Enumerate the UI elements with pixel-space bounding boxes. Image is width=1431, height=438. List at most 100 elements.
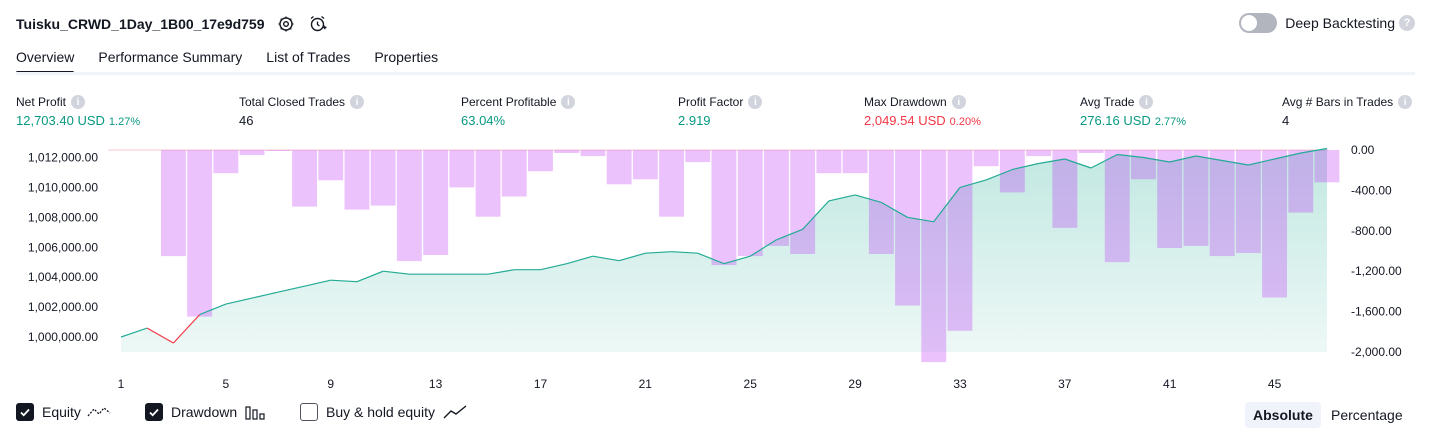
checkbox-unchecked-icon[interactable] <box>300 403 318 421</box>
drawdown-bar <box>1235 150 1261 253</box>
metric-value: 12,703.40 USD <box>16 113 105 128</box>
metric-total-closed-trades: Total Closed Trades i 46 <box>239 94 365 128</box>
equity-line-segment <box>592 255 620 262</box>
checkbox-checked-icon[interactable] <box>145 403 163 421</box>
equity-line-segment <box>487 269 515 275</box>
drawdown-bar <box>1183 150 1209 246</box>
y-left-tick-label: 1,012,000.00 <box>28 151 98 165</box>
x-tick-label: 29 <box>848 377 862 390</box>
info-icon[interactable]: i <box>951 95 966 109</box>
strategy-header: Tuisku_CRWD_1Day_1B00_17e9d759 <box>16 12 329 36</box>
drawdown-bar <box>895 150 920 306</box>
equity-line-segment <box>1248 158 1275 166</box>
legend-buy-hold-equity[interactable]: Buy & hold equity <box>300 403 467 421</box>
x-tick-label: 25 <box>744 377 758 390</box>
equity-line-segment <box>172 314 201 344</box>
legend-equity[interactable]: Equity <box>16 403 111 421</box>
equity-line-segment <box>1274 152 1301 160</box>
percentage-scale-button[interactable]: Percentage <box>1331 407 1403 423</box>
drawdown-bar <box>685 150 711 163</box>
equity-line-segment <box>854 194 882 203</box>
drawdown-bar <box>554 150 580 153</box>
deep-backtesting-label: Deep Backtesting <box>1285 15 1395 31</box>
metric-value: 46 <box>239 113 254 128</box>
x-tick-label: 45 <box>1268 377 1282 390</box>
equity-line-segment <box>985 168 1013 181</box>
equity-line-icon <box>87 404 111 420</box>
drawdown-bar <box>475 150 501 217</box>
drawdown-bar <box>344 150 370 210</box>
y-right-tick-label: 0.00 <box>1351 143 1375 157</box>
equity-line-segment <box>1143 156 1170 163</box>
help-question-icon[interactable]: ? <box>1399 15 1415 31</box>
drawdown-bar <box>711 150 737 266</box>
y-left-tick-label: 1,006,000.00 <box>28 240 98 254</box>
equity-line-segment <box>723 255 751 265</box>
metric-net-profit: Net Profit i 12,703.40 USD 1.27% <box>16 94 140 128</box>
tab-overview[interactable]: Overview <box>16 48 75 74</box>
deep-backtesting-control: Deep Backtesting ? <box>1239 13 1415 33</box>
equity-line-segment <box>540 263 567 271</box>
drawdown-bar <box>187 150 213 317</box>
absolute-scale-button[interactable]: Absolute <box>1245 402 1321 428</box>
drawdown-bar <box>764 150 789 246</box>
metric-value: 2.919 <box>678 113 711 128</box>
x-tick-label: 5 <box>223 377 230 390</box>
drawdown-bar <box>1026 150 1052 157</box>
deep-backtesting-toggle[interactable] <box>1239 13 1278 33</box>
equity-line-segment <box>697 252 725 265</box>
tab-list-of-trades[interactable]: List of Trades <box>266 49 351 65</box>
info-icon[interactable]: i <box>561 95 576 109</box>
metric-label: Total Closed Trades <box>239 95 346 109</box>
equity-drawdown-chart[interactable]: 1,012,000.00 1,010,000.00 1,008,000.00 1,00… <box>0 140 1431 390</box>
equity-line-segment <box>251 291 279 299</box>
equity-line-segment <box>356 270 384 283</box>
legend-label: Buy & hold equity <box>326 404 435 420</box>
equity-line-segment <box>278 285 305 293</box>
equity-line-segment <box>618 252 646 262</box>
equity-line-segment <box>645 251 672 254</box>
y-left-tick-label: 1,002,000.00 <box>28 300 98 314</box>
tab-properties[interactable]: Properties <box>374 49 439 65</box>
drawdown-bar <box>790 150 816 254</box>
metric-percent-profitable: Percent Profitable i 63.04% <box>461 94 576 128</box>
drawdown-bar <box>580 150 606 157</box>
metric-max-drawdown: Max Drawdown i 2,049.54 USD 0.20% <box>864 94 981 128</box>
info-icon[interactable]: i <box>1398 95 1413 109</box>
checkbox-checked-icon[interactable] <box>16 403 34 421</box>
tab-performance-summary[interactable]: Performance Summary <box>98 49 243 65</box>
info-icon[interactable]: i <box>71 95 86 109</box>
drawdown-bar <box>632 150 658 180</box>
y-right-tick-label: -1,200.00 <box>1351 264 1402 278</box>
metric-label: Net Profit <box>16 95 67 109</box>
info-icon[interactable]: i <box>748 95 763 109</box>
equity-line-segment <box>330 279 358 283</box>
equity-line-segment <box>304 279 331 287</box>
info-icon[interactable]: i <box>1139 95 1154 109</box>
drawdown-bar <box>659 150 684 217</box>
strategy-name: Tuisku_CRWD_1Day_1B00_17e9d759 <box>16 16 265 32</box>
settings-gear-icon[interactable] <box>275 13 297 35</box>
drawdown-bar <box>265 150 291 151</box>
equity-line-segment <box>146 327 174 344</box>
metric-value: 276.16 USD <box>1080 113 1151 128</box>
equity-line-segment <box>1169 155 1197 163</box>
add-alert-clock-icon[interactable] <box>307 13 329 35</box>
report-tabs: Overview Performance Summary List of Tra… <box>16 48 462 74</box>
drawdown-bar <box>396 150 422 262</box>
legend-drawdown[interactable]: Drawdown <box>145 403 267 421</box>
drawdown-bar <box>528 150 553 172</box>
metric-value: 4 <box>1282 113 1290 128</box>
metric-avg-bars-in-trades: Avg # Bars in Trades i 4 <box>1282 94 1413 128</box>
x-tick-label: 37 <box>1058 377 1072 390</box>
metric-label: Avg # Bars in Trades <box>1282 95 1394 109</box>
info-icon[interactable]: i <box>350 95 365 109</box>
equity-area <box>121 148 1327 352</box>
equity-line-segment <box>671 251 698 254</box>
y-right-tick-label: -1,600.00 <box>1351 305 1402 319</box>
drawdown-bar <box>213 150 239 174</box>
y-left-tick-label: 1,008,000.00 <box>28 210 98 224</box>
equity-line-segment <box>383 270 410 275</box>
metric-value: 63.04% <box>461 113 506 128</box>
metric-sub-value: 1.27% <box>108 116 141 128</box>
